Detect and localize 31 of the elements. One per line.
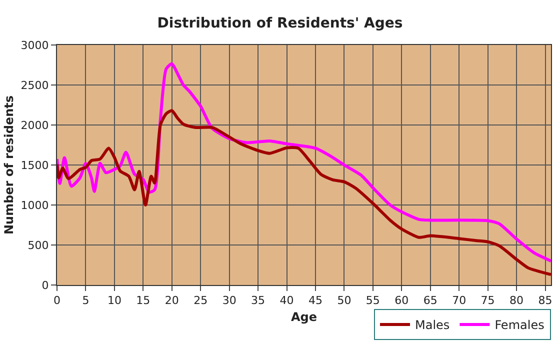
x-tick-label: 80 — [510, 294, 524, 308]
y-axis-title: Number of residents — [2, 95, 16, 235]
y-tick-label: 0 — [42, 278, 49, 292]
y-tick-label: 500 — [28, 238, 49, 252]
x-tick-label: 50 — [337, 294, 352, 308]
line-series — [57, 109, 551, 276]
chart-title: Distribution of Residents' Ages — [157, 15, 403, 32]
x-tick-label: 35 — [251, 294, 266, 308]
x-tick-label: 5 — [82, 294, 90, 308]
legend-label: Males — [415, 318, 450, 332]
y-tick-label: 3000 — [20, 38, 49, 52]
x-tick-label: 15 — [136, 294, 150, 308]
x-tick-label: 70 — [452, 294, 466, 308]
x-axis-title: Age — [290, 310, 318, 324]
x-tick-label: 20 — [164, 294, 179, 308]
x-tick-label: 55 — [366, 294, 380, 308]
y-tick-label: 1500 — [20, 158, 49, 172]
x-tick-label: 40 — [280, 294, 294, 308]
y-tick-label: 1000 — [20, 198, 49, 212]
x-tick-label: 30 — [222, 294, 236, 308]
x-tick-label: 45 — [308, 294, 322, 308]
x-tick-label: 65 — [423, 294, 438, 308]
x-tick-label: 0 — [54, 294, 60, 308]
x-tick-label: 85 — [538, 294, 552, 308]
legend-label: Females — [494, 318, 544, 332]
x-tick-label: 75 — [480, 294, 495, 308]
x-tick-label: 10 — [107, 294, 122, 308]
x-tick-label: 60 — [394, 294, 409, 308]
y-tick-label: 2500 — [20, 78, 49, 92]
x-tick-label: 25 — [194, 294, 208, 308]
y-tick-label: 2000 — [20, 118, 49, 132]
